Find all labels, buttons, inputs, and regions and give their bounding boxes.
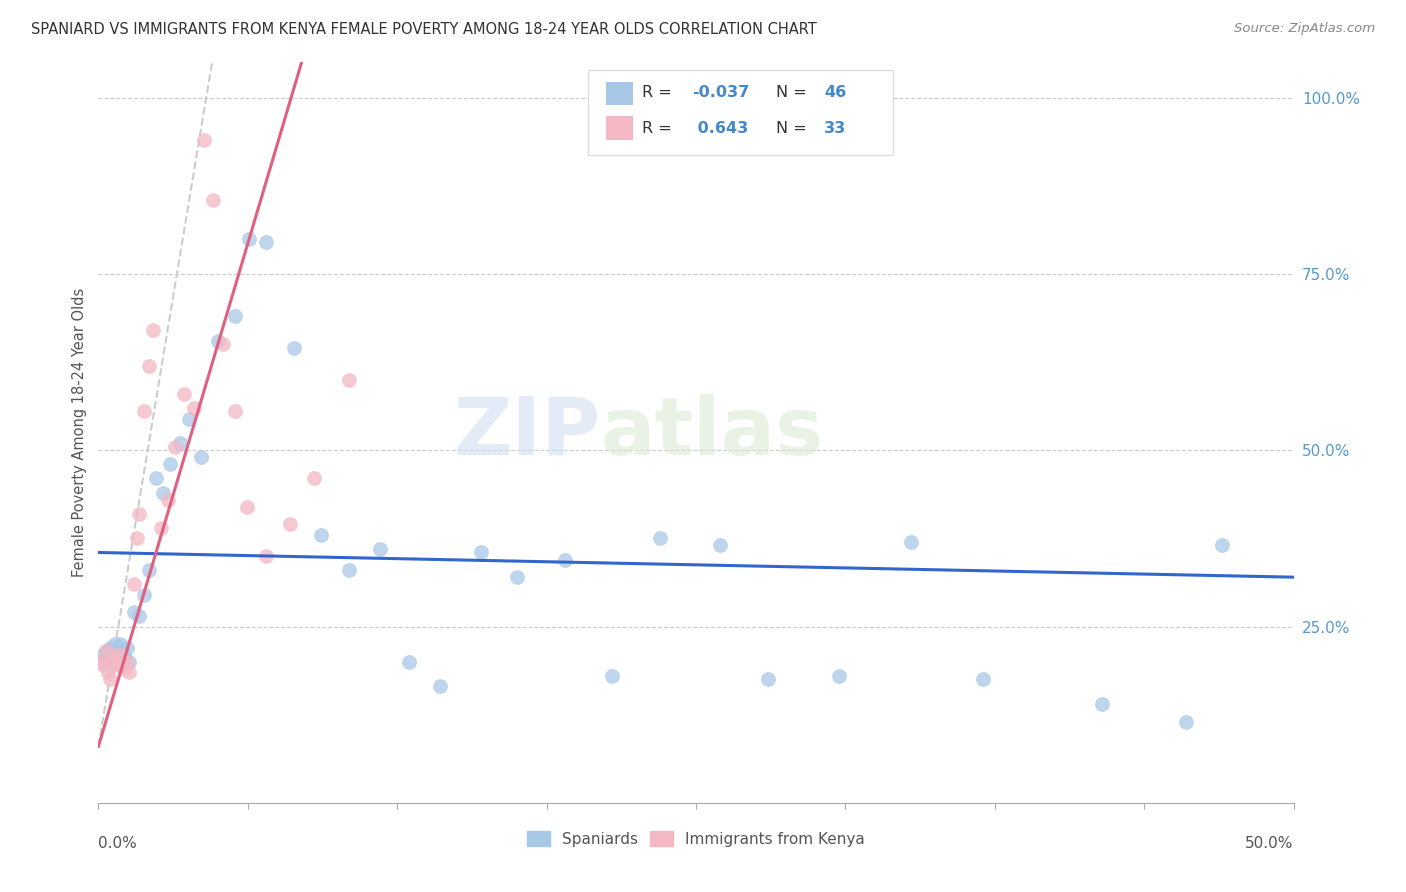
Point	[101, 658, 124, 673]
Point	[207, 334, 229, 348]
Point	[972, 673, 994, 687]
Point	[1175, 714, 1198, 729]
Point	[470, 545, 492, 559]
Point	[101, 648, 124, 662]
Point	[94, 644, 117, 658]
Point	[132, 588, 155, 602]
Point	[114, 651, 136, 665]
Point	[91, 658, 114, 673]
Point	[254, 235, 277, 250]
Point	[91, 648, 114, 662]
Point	[138, 563, 160, 577]
Point	[156, 492, 179, 507]
Point	[114, 662, 136, 676]
Point	[429, 680, 451, 694]
Point	[224, 404, 246, 418]
Point	[152, 485, 174, 500]
Point	[202, 193, 225, 207]
Point	[149, 521, 172, 535]
Text: 50.0%: 50.0%	[1246, 836, 1294, 851]
Point	[211, 337, 233, 351]
Point	[235, 500, 257, 514]
Point	[756, 673, 779, 687]
Point	[254, 549, 277, 563]
Point	[554, 552, 576, 566]
Point	[90, 655, 112, 669]
Point	[104, 637, 127, 651]
Point	[339, 563, 361, 577]
Text: 46: 46	[824, 86, 846, 100]
Point	[97, 665, 120, 680]
FancyBboxPatch shape	[606, 82, 633, 105]
Point	[118, 665, 141, 680]
Point	[183, 401, 205, 415]
Text: 33: 33	[824, 120, 846, 136]
Point	[90, 655, 112, 669]
Point	[142, 323, 165, 337]
Point	[900, 535, 922, 549]
Point	[370, 541, 392, 556]
Point	[1211, 538, 1233, 552]
Text: R =: R =	[643, 86, 678, 100]
Text: Source: ZipAtlas.com: Source: ZipAtlas.com	[1234, 22, 1375, 36]
FancyBboxPatch shape	[606, 117, 633, 140]
Text: ZIP: ZIP	[453, 393, 600, 472]
Point	[124, 577, 146, 591]
Point	[398, 655, 420, 669]
Point	[283, 341, 305, 355]
Point	[193, 133, 215, 147]
Point	[173, 387, 195, 401]
Point	[118, 655, 141, 669]
Point	[224, 310, 246, 324]
Point	[104, 655, 127, 669]
Point	[111, 644, 134, 658]
Text: N =: N =	[776, 120, 811, 136]
Text: -0.037: -0.037	[692, 86, 749, 100]
Text: atlas: atlas	[600, 393, 824, 472]
Point	[107, 648, 129, 662]
Point	[339, 373, 361, 387]
Point	[138, 359, 160, 373]
Text: R =: R =	[643, 120, 678, 136]
Point	[132, 404, 155, 418]
Point	[128, 507, 150, 521]
Point	[159, 458, 181, 472]
Point	[602, 669, 624, 683]
Point	[94, 644, 117, 658]
Point	[828, 669, 851, 683]
Point	[125, 532, 148, 546]
Point	[309, 528, 332, 542]
Point	[302, 471, 325, 485]
Point	[107, 658, 129, 673]
Point	[1091, 697, 1114, 711]
Text: 0.643: 0.643	[692, 120, 748, 136]
Point	[648, 532, 672, 546]
Point	[124, 606, 146, 620]
Point	[115, 640, 138, 655]
Point	[111, 658, 134, 673]
Point	[115, 655, 138, 669]
Point	[506, 570, 529, 584]
Point	[278, 517, 301, 532]
Point	[179, 411, 201, 425]
Legend: Spaniards, Immigrants from Kenya: Spaniards, Immigrants from Kenya	[527, 831, 865, 847]
Point	[108, 648, 131, 662]
Point	[108, 637, 131, 651]
FancyBboxPatch shape	[589, 70, 893, 155]
Point	[163, 440, 186, 454]
Point	[145, 471, 167, 485]
Point	[238, 232, 260, 246]
Point	[128, 609, 150, 624]
Point	[169, 436, 191, 450]
Point	[98, 640, 122, 655]
Text: SPANIARD VS IMMIGRANTS FROM KENYA FEMALE POVERTY AMONG 18-24 YEAR OLDS CORRELATI: SPANIARD VS IMMIGRANTS FROM KENYA FEMALE…	[31, 22, 817, 37]
Point	[190, 450, 212, 465]
Text: 0.0%: 0.0%	[98, 836, 138, 851]
Text: N =: N =	[776, 86, 811, 100]
Y-axis label: Female Poverty Among 18-24 Year Olds: Female Poverty Among 18-24 Year Olds	[72, 288, 87, 577]
Point	[709, 538, 731, 552]
Point	[97, 651, 120, 665]
Point	[98, 673, 122, 687]
